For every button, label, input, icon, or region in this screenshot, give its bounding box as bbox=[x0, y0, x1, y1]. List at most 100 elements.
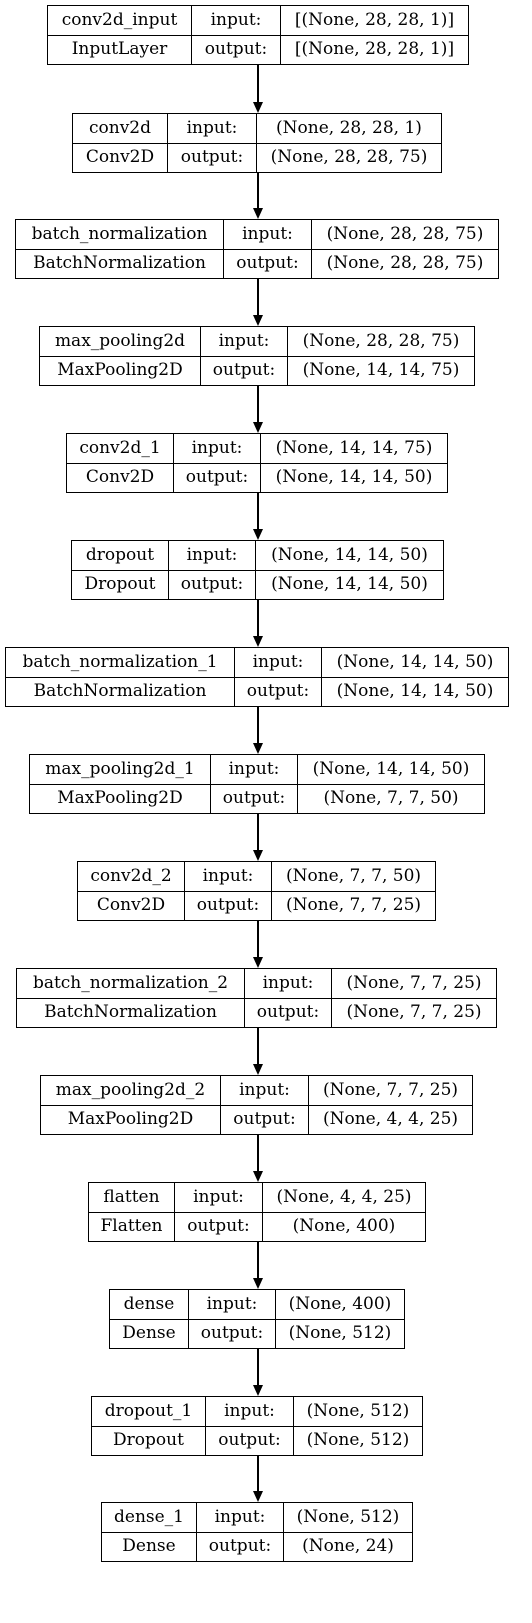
layer-node-conv2d_1: conv2d_1 Conv2D input: output: (None, 14… bbox=[66, 433, 448, 493]
layer-node-max_pooling2d_1: max_pooling2d_1 MaxPooling2D input: outp… bbox=[29, 754, 485, 814]
output-label: output: bbox=[185, 467, 249, 488]
layer-identity: dense_1 Dense bbox=[102, 1503, 197, 1561]
shape-labels: input: output: bbox=[235, 648, 322, 706]
output-label: output: bbox=[256, 1002, 320, 1023]
input-shape: (None, 7, 7, 50) bbox=[272, 862, 435, 892]
layer-name: dropout bbox=[72, 541, 168, 571]
arrow-down-icon bbox=[253, 1491, 263, 1502]
layer-class: MaxPooling2D bbox=[67, 1109, 194, 1130]
layer-class: BatchNormalization bbox=[33, 681, 207, 702]
layer-node-conv2d: conv2d Conv2D input: output: (None, 28, … bbox=[72, 113, 442, 173]
layer-class: Conv2D bbox=[85, 467, 155, 488]
input-shape: (None, 14, 14, 50) bbox=[298, 755, 484, 785]
output-shape: (None, 28, 28, 75) bbox=[326, 253, 484, 274]
output-shape: (None, 14, 14, 75) bbox=[302, 360, 460, 381]
arrow-down-icon bbox=[253, 1278, 263, 1289]
shape-labels: input: output: bbox=[206, 1397, 294, 1455]
output-shape: (None, 400) bbox=[292, 1216, 396, 1237]
arrow-down-icon bbox=[253, 315, 263, 326]
input-label: input: bbox=[189, 1290, 275, 1320]
layer-name: conv2d_input bbox=[48, 6, 191, 36]
input-shape: (None, 14, 14, 50) bbox=[322, 648, 508, 678]
output-shape: (None, 24) bbox=[302, 1536, 394, 1557]
output-label: output: bbox=[200, 1323, 264, 1344]
output-label: output: bbox=[208, 1536, 272, 1557]
output-shape: (None, 28, 28, 75) bbox=[270, 147, 428, 168]
layer-node-dropout: dropout Dropout input: output: (None, 14… bbox=[71, 540, 444, 600]
input-shape: (None, 7, 7, 25) bbox=[309, 1076, 472, 1106]
layer-identity: flatten Flatten bbox=[89, 1183, 175, 1241]
input-label: input: bbox=[206, 1397, 293, 1427]
shape-labels: input: output: bbox=[185, 862, 272, 920]
output-label: output: bbox=[212, 360, 276, 381]
output-label: output: bbox=[180, 147, 244, 168]
shape-labels: input: output: bbox=[197, 1503, 284, 1561]
layer-class: InputLayer bbox=[71, 39, 168, 60]
layer-class: Conv2D bbox=[96, 895, 166, 916]
output-shape: (None, 4, 4, 25) bbox=[322, 1109, 459, 1130]
edge-line bbox=[257, 65, 259, 102]
output-label: output: bbox=[180, 574, 244, 595]
shape-values: (None, 512) (None, 24) bbox=[284, 1503, 412, 1561]
layer-identity: dropout Dropout bbox=[72, 541, 169, 599]
shape-labels: input: output: bbox=[211, 755, 298, 813]
input-label: input: bbox=[235, 648, 321, 678]
output-label: output: bbox=[187, 1216, 250, 1237]
input-shape: (None, 512) bbox=[284, 1503, 412, 1533]
output-label: output: bbox=[233, 1109, 296, 1130]
input-label: input: bbox=[221, 1076, 308, 1106]
input-label: input: bbox=[168, 114, 256, 144]
layer-name: max_pooling2d_1 bbox=[30, 755, 210, 785]
input-shape: (None, 28, 28, 1) bbox=[257, 114, 441, 144]
shape-values: [(None, 28, 28, 1)] [(None, 28, 28, 1)] bbox=[281, 6, 468, 64]
shape-values: (None, 7, 7, 25) (None, 7, 7, 25) bbox=[332, 969, 496, 1027]
output-label: output: bbox=[218, 1430, 281, 1451]
layer-name: batch_normalization_1 bbox=[6, 648, 234, 678]
layer-identity: dropout_1 Dropout bbox=[92, 1397, 206, 1455]
shape-values: (None, 14, 14, 50) (None, 7, 7, 50) bbox=[298, 755, 484, 813]
input-label: input: bbox=[169, 541, 255, 571]
layer-class: MaxPooling2D bbox=[57, 788, 183, 809]
output-label: output: bbox=[204, 39, 268, 60]
edge-line bbox=[257, 707, 259, 743]
shape-labels: input: output: bbox=[245, 969, 332, 1027]
input-shape: (None, 7, 7, 25) bbox=[332, 969, 496, 999]
input-shape: (None, 14, 14, 50) bbox=[256, 541, 443, 571]
edge-line bbox=[257, 173, 259, 208]
layer-class: Dropout bbox=[84, 574, 156, 595]
layer-name: conv2d bbox=[73, 114, 167, 144]
input-label: input: bbox=[211, 755, 297, 785]
shape-values: (None, 512) (None, 512) bbox=[294, 1397, 422, 1455]
output-shape: (None, 14, 14, 50) bbox=[275, 467, 433, 488]
output-label: output: bbox=[196, 895, 260, 916]
output-label: output: bbox=[246, 681, 310, 702]
input-shape: (None, 28, 28, 75) bbox=[312, 220, 498, 250]
input-shape: (None, 28, 28, 75) bbox=[288, 327, 474, 357]
shape-values: (None, 14, 14, 50) (None, 14, 14, 50) bbox=[256, 541, 443, 599]
edge-line bbox=[257, 1135, 259, 1171]
output-shape: (None, 512) bbox=[306, 1430, 410, 1451]
layer-node-flatten: flatten Flatten input: output: (None, 4,… bbox=[88, 1182, 426, 1242]
layer-node-dense: dense Dense input: output: (None, 400) (… bbox=[109, 1289, 405, 1349]
layer-identity: conv2d_1 Conv2D bbox=[67, 434, 174, 492]
layer-class: Flatten bbox=[100, 1216, 163, 1237]
shape-labels: input: output: bbox=[169, 541, 256, 599]
layer-node-max_pooling2d_2: max_pooling2d_2 MaxPooling2D input: outp… bbox=[40, 1075, 473, 1135]
input-label: input: bbox=[201, 327, 287, 357]
input-shape: (None, 400) bbox=[276, 1290, 404, 1320]
shape-values: (None, 400) (None, 512) bbox=[276, 1290, 404, 1348]
layer-node-dropout_1: dropout_1 Dropout input: output: (None, … bbox=[91, 1396, 423, 1456]
layer-identity: dense Dense bbox=[110, 1290, 189, 1348]
shape-values: (None, 28, 28, 75) (None, 14, 14, 75) bbox=[288, 327, 474, 385]
layer-name: flatten bbox=[89, 1183, 174, 1213]
edge-line bbox=[257, 814, 259, 850]
arrow-down-icon bbox=[253, 1171, 263, 1182]
layer-node-max_pooling2d: max_pooling2d MaxPooling2D input: output… bbox=[39, 326, 475, 386]
shape-values: (None, 7, 7, 50) (None, 7, 7, 25) bbox=[272, 862, 435, 920]
input-label: input: bbox=[197, 1503, 283, 1533]
edge-line bbox=[257, 921, 259, 957]
edge-line bbox=[257, 1456, 259, 1491]
layer-identity: batch_normalization BatchNormalization bbox=[16, 220, 224, 278]
output-shape: [(None, 28, 28, 1)] bbox=[294, 39, 455, 60]
